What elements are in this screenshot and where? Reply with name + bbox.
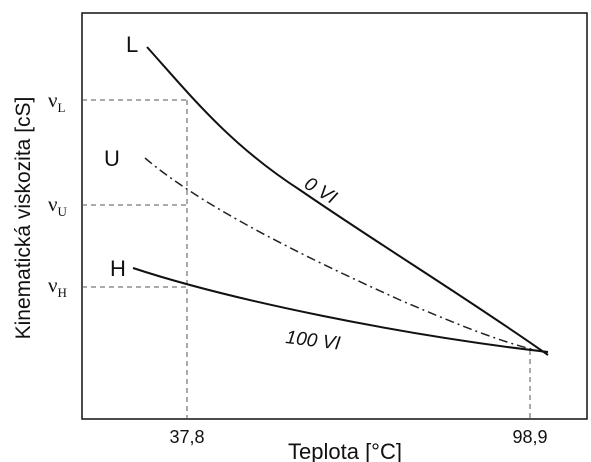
series-label-u: U bbox=[104, 146, 120, 171]
series-label-h: H bbox=[110, 256, 126, 281]
series-line-l bbox=[147, 47, 548, 355]
annotation-100-vi: 100 VI bbox=[284, 327, 342, 355]
x-axis-title: Teplota [°C] bbox=[288, 439, 402, 462]
reference-lines bbox=[82, 100, 530, 419]
series-label-l: L bbox=[126, 32, 138, 57]
y-tick-nu-h: νH bbox=[48, 273, 67, 300]
plot-frame bbox=[82, 13, 587, 419]
y-tick-nu-u: νU bbox=[48, 192, 68, 219]
x-tick-98-9: 98,9 bbox=[512, 427, 547, 447]
y-axis-title: Kinematická viskozita [cS] bbox=[12, 97, 35, 340]
series-line-u bbox=[145, 158, 548, 353]
y-tick-nu-l: νL bbox=[48, 88, 66, 115]
x-tick-37-8: 37,8 bbox=[169, 427, 204, 447]
